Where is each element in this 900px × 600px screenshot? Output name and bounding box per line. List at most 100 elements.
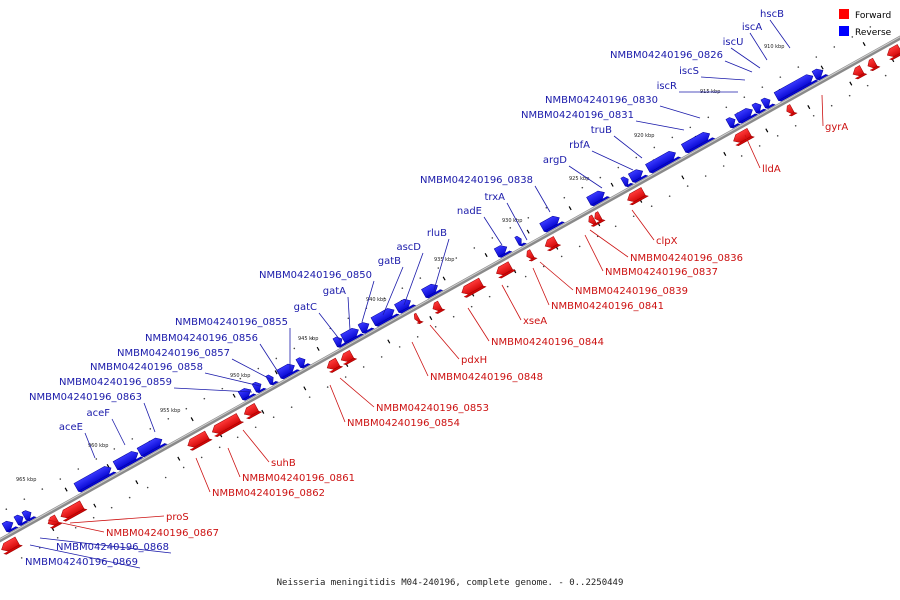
reverse-gene-feature[interactable]: [725, 115, 741, 129]
reverse-gene-feature[interactable]: [136, 435, 168, 458]
reverse-gene-label[interactable]: iscS: [679, 66, 699, 77]
reverse-gene-feature[interactable]: [751, 100, 767, 114]
reverse-gene-feature[interactable]: [645, 148, 682, 174]
reverse-gene-label[interactable]: NMBM04240196_0830: [545, 95, 658, 106]
forward-gene-label[interactable]: NMBM04240196_0841: [551, 301, 664, 312]
forward-gene-label[interactable]: NMBM04240196_0848: [430, 372, 543, 383]
reverse-gene-feature[interactable]: [586, 188, 611, 207]
reverse-gene-label[interactable]: NMBM04240196_0856: [145, 333, 258, 344]
reverse-gene-label[interactable]: NMBM04240196_0869: [25, 557, 138, 568]
forward-gene-feature[interactable]: [412, 312, 424, 325]
reverse-gene-label[interactable]: aceF: [86, 408, 110, 419]
reverse-gene-label[interactable]: NMBM04240196_0859: [59, 377, 172, 388]
reverse-gene-feature[interactable]: [760, 95, 776, 109]
track-tick: [261, 409, 265, 414]
leader-line: [382, 266, 404, 316]
reverse-gene-label[interactable]: iscU: [723, 37, 744, 48]
forward-gene-feature[interactable]: [587, 214, 600, 228]
forward-gene-feature[interactable]: [0, 536, 23, 555]
reverse-gene-label[interactable]: NMBM04240196_0831: [521, 110, 634, 121]
forward-gene-feature[interactable]: [59, 500, 88, 522]
forward-gene-feature[interactable]: [460, 277, 487, 298]
forward-gene-label[interactable]: xseA: [523, 316, 547, 327]
reverse-gene-label[interactable]: ascD: [396, 242, 421, 253]
reverse-gene-feature[interactable]: [539, 213, 565, 233]
reverse-gene-label[interactable]: rluB: [427, 228, 447, 239]
reverse-gene-label[interactable]: nadE: [457, 206, 482, 217]
forward-gene-label[interactable]: clpX: [656, 236, 678, 247]
forward-gene-label[interactable]: NMBM04240196_0853: [376, 403, 489, 414]
reverse-gene-feature[interactable]: [734, 105, 759, 124]
reverse-gene-label[interactable]: hscB: [760, 9, 784, 20]
reverse-gene-feature[interactable]: [514, 234, 527, 247]
forward-gene-label[interactable]: NMBM04240196_0862: [212, 488, 325, 499]
forward-gene-label[interactable]: pdxH: [461, 355, 487, 366]
reverse-gene-label[interactable]: NMBM04240196_0826: [610, 50, 723, 61]
forward-gene-feature[interactable]: [785, 103, 798, 117]
forward-gene-label[interactable]: NMBM04240196_0861: [242, 473, 355, 484]
reverse-gene-label[interactable]: NMBM04240196_0857: [117, 348, 230, 359]
reverse-gene-feature[interactable]: [421, 281, 444, 299]
forward-gene-feature[interactable]: [866, 57, 881, 71]
reverse-gene-label[interactable]: NMBM04240196_0850: [259, 270, 372, 281]
reverse-gene-label[interactable]: NMBM04240196_0855: [175, 317, 288, 328]
forward-gene-label[interactable]: gyrA: [825, 122, 848, 133]
reverse-gene-feature[interactable]: [112, 448, 144, 471]
reverse-gene-label[interactable]: rbfA: [569, 140, 590, 151]
reverse-gene-feature[interactable]: [13, 512, 29, 526]
reverse-gene-label[interactable]: NMBM04240196_0868: [56, 542, 169, 553]
reverse-gene-label[interactable]: iscA: [742, 22, 762, 33]
reverse-gene-feature[interactable]: [493, 242, 513, 258]
forward-gene-feature[interactable]: [186, 430, 213, 451]
forward-gene-feature[interactable]: [46, 514, 63, 529]
forward-gene-feature[interactable]: [851, 65, 868, 80]
forward-gene-feature[interactable]: [885, 43, 900, 61]
forward-gene-label[interactable]: suhB: [271, 458, 296, 469]
reverse-gene-label[interactable]: NMBM04240196_0863: [29, 392, 142, 403]
reverse-gene-feature[interactable]: [295, 355, 311, 369]
reverse-gene-label[interactable]: iscR: [657, 81, 677, 92]
forward-gene-label[interactable]: proS: [166, 512, 189, 523]
forward-gene-feature[interactable]: [525, 249, 538, 263]
forward-gene-feature[interactable]: [339, 349, 358, 366]
forward-gene-feature[interactable]: [593, 211, 606, 225]
reverse-gene-label[interactable]: NMBM04240196_0858: [90, 362, 203, 373]
forward-gene-feature[interactable]: [242, 402, 263, 420]
reverse-gene-feature[interactable]: [332, 334, 348, 348]
reverse-gene-feature[interactable]: [627, 166, 649, 183]
forward-gene-label[interactable]: NMBM04240196_0837: [605, 267, 718, 278]
forward-gene-feature[interactable]: [543, 235, 562, 252]
reverse-gene-feature[interactable]: [811, 66, 829, 81]
reverse-gene-feature[interactable]: [21, 508, 37, 522]
reverse-gene-label[interactable]: argD: [543, 155, 567, 166]
reverse-gene-label[interactable]: gatC: [294, 302, 317, 313]
forward-gene-label[interactable]: NMBM04240196_0844: [491, 337, 604, 348]
reverse-gene-feature[interactable]: [276, 361, 301, 380]
forward-gene-feature[interactable]: [431, 300, 446, 314]
reverse-gene-feature[interactable]: [394, 296, 417, 314]
forward-gene-feature[interactable]: [731, 127, 755, 146]
reverse-gene-feature[interactable]: [773, 71, 819, 102]
track-dot: [128, 496, 131, 499]
reverse-gene-label[interactable]: gatA: [323, 286, 346, 297]
reverse-gene-label[interactable]: aceE: [59, 422, 83, 433]
reverse-gene-feature[interactable]: [620, 174, 634, 188]
reverse-gene-feature[interactable]: [1, 518, 19, 533]
reverse-gene-feature[interactable]: [357, 319, 375, 334]
reverse-gene-label[interactable]: NMBM04240196_0838: [420, 175, 533, 186]
leader-line: [329, 384, 346, 423]
reverse-gene-feature[interactable]: [73, 463, 117, 493]
reverse-gene-label[interactable]: gatB: [378, 256, 401, 267]
forward-gene-feature[interactable]: [325, 357, 344, 373]
forward-gene-feature[interactable]: [494, 261, 516, 279]
reverse-gene-label[interactable]: trxA: [484, 192, 505, 203]
forward-gene-label[interactable]: NMBM04240196_0854: [347, 418, 460, 429]
forward-gene-label[interactable]: lldA: [762, 164, 781, 175]
reverse-gene-label[interactable]: truB: [591, 125, 612, 136]
forward-gene-feature[interactable]: [210, 412, 245, 437]
forward-gene-label[interactable]: NMBM04240196_0867: [106, 528, 219, 539]
forward-gene-label[interactable]: NMBM04240196_0839: [575, 286, 688, 297]
reverse-gene-feature[interactable]: [680, 129, 716, 154]
forward-gene-feature[interactable]: [625, 187, 649, 206]
forward-gene-label[interactable]: NMBM04240196_0836: [630, 253, 743, 264]
